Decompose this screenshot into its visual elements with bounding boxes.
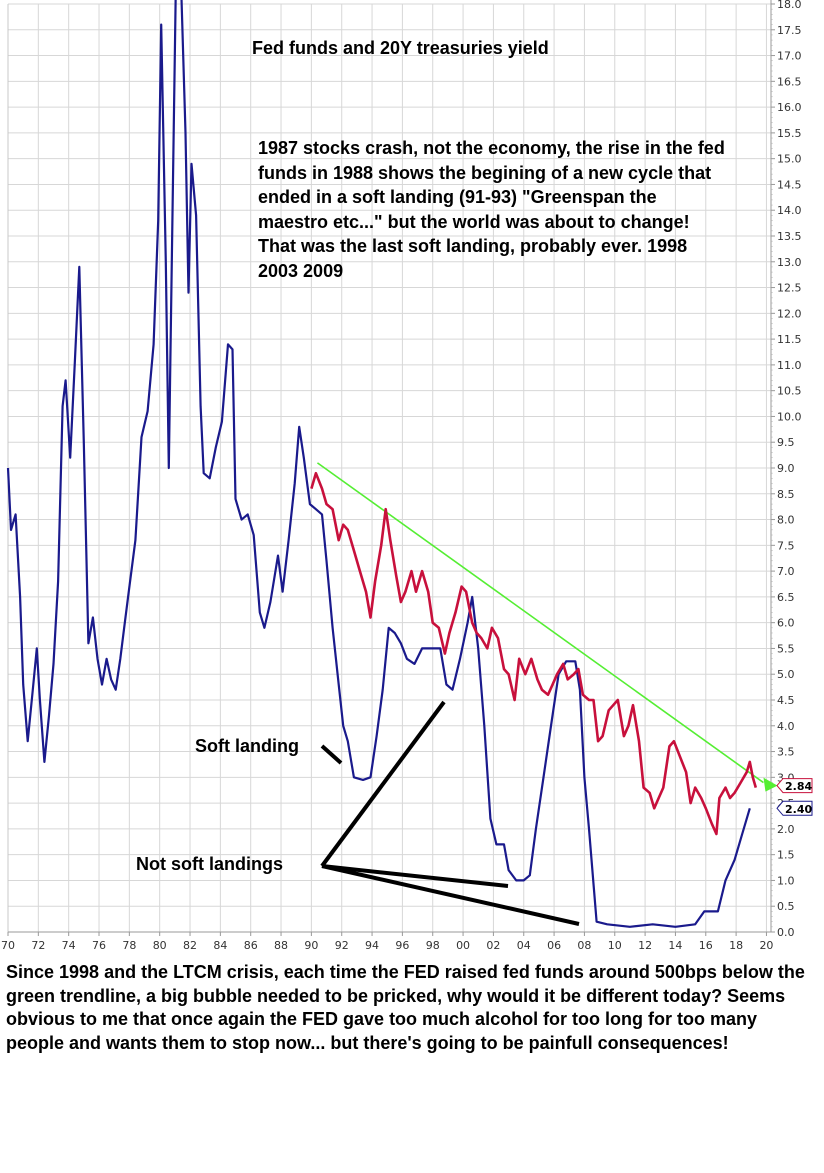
y-tick-label: 13.5 [777, 230, 802, 243]
series-lines [6, 0, 758, 928]
y-tick-label: 13.0 [777, 256, 802, 269]
x-tick-label: 92 [335, 939, 349, 952]
not-soft-landings-label: Not soft landings [136, 854, 283, 874]
y-tick-label: 14.5 [777, 178, 802, 191]
x-tick-label: 72 [31, 939, 45, 952]
x-tick-label: 84 [213, 939, 227, 952]
x-tick-label: 94 [365, 939, 379, 952]
y-axis-labels: 0.00.51.01.52.02.53.03.54.04.55.05.56.06… [777, 0, 802, 939]
soft-landing-label: Soft landing [195, 736, 299, 756]
y-tick-label: 2.0 [777, 823, 795, 836]
fed-funds-line [6, 0, 751, 928]
y-tick-label: 9.5 [777, 436, 795, 449]
trendline-arrowhead [763, 777, 778, 792]
y-tick-label: 11.0 [777, 359, 802, 372]
soft-landing-arrow [320, 744, 343, 765]
y-tick-label: 5.5 [777, 642, 795, 655]
badge-frame [776, 778, 813, 794]
chart-title: Fed funds and 20Y treasuries yield [252, 38, 549, 58]
x-tick-label: 98 [426, 939, 440, 952]
y-tick-label: 17.0 [777, 50, 802, 63]
y-tick-label: 14.0 [777, 204, 802, 217]
x-tick-label: 82 [183, 939, 197, 952]
yield-chart: 0.00.51.01.52.02.53.03.54.04.55.05.56.06… [1, 0, 813, 952]
x-tick-label: 86 [244, 939, 258, 952]
y-tick-label: 4.5 [777, 694, 795, 707]
badge-frame [776, 800, 813, 816]
y-tick-label: 10.0 [777, 410, 802, 423]
y-tick-label: 17.5 [777, 24, 802, 37]
annotation-arrows [320, 700, 580, 926]
y-tick-label: 8.0 [777, 514, 795, 527]
y-tick-label: 11.5 [777, 333, 802, 346]
y-tick-label: 16.5 [777, 75, 802, 88]
badge-value: 2.84 [785, 780, 812, 793]
x-tick-label: 10 [608, 939, 622, 952]
y-tick-label: 0.0 [777, 926, 795, 939]
green-trendline [316, 462, 764, 784]
y-tick-label: 9.0 [777, 462, 795, 475]
last-value-badges: 2.84 2.40 [776, 778, 813, 816]
x-tick-label: 14 [668, 939, 682, 952]
y-tick-label: 8.5 [777, 488, 795, 501]
x-tick-label: 16 [699, 939, 713, 952]
commentary-annotation: 1987 stocks crash, not the economy, the … [258, 138, 725, 281]
x-tick-label: 04 [517, 939, 531, 952]
x-tick-label: 12 [638, 939, 652, 952]
x-tick-label: 74 [62, 939, 76, 952]
not-soft-arrow-2001 [320, 700, 446, 868]
x-tick-label: 96 [395, 939, 409, 952]
treasury-20y-line [310, 471, 758, 836]
x-tick-label: 20 [759, 939, 773, 952]
y-tick-label: 7.0 [777, 565, 795, 578]
y-tick-label: 7.5 [777, 539, 795, 552]
badge-value: 2.40 [785, 803, 812, 816]
x-tick-label: 78 [122, 939, 136, 952]
x-tick-label: 08 [577, 939, 591, 952]
last-value-badge: 2.40 [776, 800, 813, 816]
x-axis-labels: 70 72 74 76 78 80 82 84 86 88 90 92 94 96 98 00 02 04 06 08… [1, 939, 773, 952]
x-tick-label: 00 [456, 939, 470, 952]
trendline-layer [316, 462, 778, 792]
x-tick-label: 02 [486, 939, 500, 952]
not-soft-arrow-2004 [321, 864, 509, 888]
not-soft-arrow-2008 [321, 864, 580, 926]
y-tick-label: 0.5 [777, 900, 795, 913]
y-tick-label: 15.5 [777, 127, 802, 140]
y-tick-label: 5.0 [777, 668, 795, 681]
y-tick-label: 1.5 [777, 849, 795, 862]
y-tick-label: 6.5 [777, 591, 795, 604]
y-tick-label: 15.0 [777, 153, 802, 166]
y-tick-label: 3.5 [777, 746, 795, 759]
footer-commentary: Since 1998 and the LTCM crisis, each tim… [6, 962, 805, 1053]
last-value-badge: 2.84 [776, 778, 813, 794]
y-tick-label: 16.0 [777, 101, 802, 114]
y-tick-label: 18.0 [777, 0, 802, 11]
x-tick-label: 70 [1, 939, 15, 952]
y-tick-label: 6.0 [777, 617, 795, 630]
y-tick-label: 10.5 [777, 385, 802, 398]
x-tick-label: 06 [547, 939, 561, 952]
x-tick-label: 80 [153, 939, 167, 952]
y-tick-label: 12.5 [777, 282, 802, 295]
x-tick-label: 76 [92, 939, 106, 952]
y-tick-label: 4.0 [777, 720, 795, 733]
y-tick-label: 1.0 [777, 874, 795, 887]
x-tick-label: 88 [274, 939, 288, 952]
x-tick-label: 90 [304, 939, 318, 952]
y-tick-label: 12.0 [777, 307, 802, 320]
x-tick-label: 18 [729, 939, 743, 952]
